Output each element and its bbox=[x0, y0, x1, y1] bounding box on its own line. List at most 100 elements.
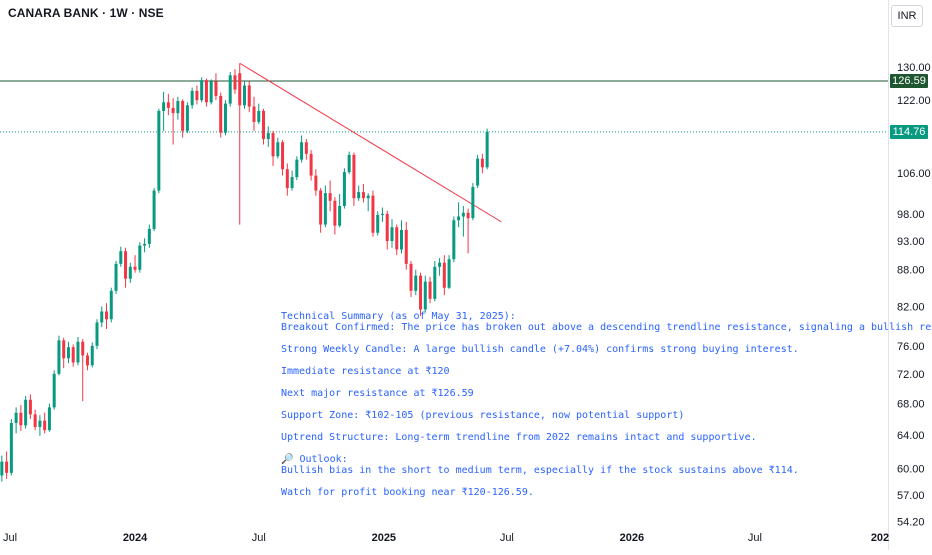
candle bbox=[371, 190, 375, 237]
candle bbox=[200, 77, 204, 103]
candle-body bbox=[338, 205, 342, 226]
candle bbox=[376, 211, 380, 236]
candle bbox=[428, 276, 432, 304]
candle bbox=[295, 156, 299, 181]
candle-body bbox=[242, 85, 246, 106]
price-tick-label: 64.00 bbox=[897, 430, 925, 442]
candle bbox=[109, 287, 113, 323]
descending-trendline[interactable] bbox=[239, 62, 502, 223]
candle bbox=[471, 183, 475, 221]
candle-body bbox=[376, 214, 380, 233]
candle-body bbox=[357, 192, 361, 199]
candle bbox=[219, 92, 223, 138]
candle bbox=[414, 269, 418, 296]
technical-summary-note[interactable]: Technical Summary (as of May 31, 2025): … bbox=[281, 311, 932, 498]
price-tick-label: 98.00 bbox=[897, 209, 925, 221]
candle-body bbox=[124, 251, 128, 279]
candle-body bbox=[147, 228, 151, 244]
candle bbox=[352, 152, 356, 206]
candle bbox=[209, 79, 213, 105]
candle-body bbox=[47, 407, 51, 431]
candle bbox=[76, 337, 80, 366]
candle-body bbox=[19, 412, 23, 426]
candle-body bbox=[166, 102, 170, 108]
candle bbox=[147, 224, 151, 248]
candle bbox=[47, 403, 51, 432]
candle-body bbox=[438, 262, 442, 267]
candle bbox=[176, 96, 180, 120]
candle-body bbox=[461, 212, 465, 217]
candle-body bbox=[390, 227, 394, 242]
time-axis[interactable]: Jul 2024 Jul 2025 Jul 2026 Jul 202 bbox=[3, 532, 889, 544]
candle-body bbox=[285, 169, 289, 189]
candle bbox=[466, 208, 470, 254]
candle-body bbox=[452, 220, 456, 260]
candle-body bbox=[14, 412, 18, 423]
candle-body bbox=[105, 311, 109, 320]
candle bbox=[447, 255, 451, 289]
candle bbox=[214, 73, 218, 101]
candle bbox=[195, 85, 199, 105]
candle bbox=[419, 272, 423, 316]
candle bbox=[124, 247, 128, 288]
candle bbox=[385, 210, 389, 250]
candle-body bbox=[347, 154, 351, 173]
time-tick-label: Jul bbox=[748, 532, 762, 544]
candle-body bbox=[328, 193, 332, 201]
price-tick-label: 130.00 bbox=[897, 62, 931, 74]
candle bbox=[171, 98, 175, 145]
currency-selector[interactable]: INR bbox=[891, 5, 923, 27]
candle-body bbox=[28, 399, 32, 415]
candle bbox=[438, 258, 442, 276]
candle-body bbox=[290, 177, 294, 189]
candle bbox=[333, 197, 337, 235]
candle bbox=[0, 455, 4, 482]
candle-body bbox=[114, 263, 118, 291]
candle-body bbox=[157, 110, 161, 191]
candle-body bbox=[314, 175, 318, 191]
candle-body bbox=[342, 172, 346, 206]
candle bbox=[390, 219, 394, 248]
candle bbox=[276, 137, 280, 159]
trendline-group[interactable] bbox=[239, 62, 502, 223]
candle-body bbox=[323, 193, 327, 225]
candle-body bbox=[276, 142, 280, 157]
candle-body bbox=[300, 142, 304, 160]
candle-body bbox=[100, 311, 104, 323]
candle-body bbox=[43, 420, 47, 431]
price-tick-label: 54.20 bbox=[897, 516, 925, 528]
last-price-tag: 114.76 bbox=[890, 124, 928, 139]
candle-body bbox=[385, 213, 389, 242]
candle bbox=[119, 246, 123, 267]
candle-body bbox=[366, 195, 370, 199]
candle-body bbox=[0, 461, 4, 476]
candle-body bbox=[404, 230, 408, 264]
candle bbox=[290, 170, 294, 191]
symbol-title[interactable]: CANARA BANK · 1W · NSE bbox=[8, 6, 164, 20]
candle bbox=[328, 180, 332, 212]
time-tick-label: Jul bbox=[252, 532, 266, 544]
candle bbox=[181, 99, 185, 138]
candle bbox=[338, 194, 342, 228]
candle-body bbox=[295, 159, 299, 178]
candle bbox=[285, 163, 289, 196]
candle-body bbox=[128, 266, 132, 279]
candle bbox=[257, 103, 261, 125]
candle-body bbox=[266, 133, 270, 140]
candle-body bbox=[66, 347, 70, 359]
candle-body bbox=[252, 106, 256, 122]
candle-body bbox=[133, 266, 137, 270]
summary-immediate-resistance: Immediate resistance at ₹120 bbox=[281, 366, 450, 377]
candle-body bbox=[81, 341, 85, 356]
candle bbox=[14, 407, 18, 434]
candle-body bbox=[109, 290, 113, 320]
price-axis[interactable]: 130.00 122.00 106.00 98.00 93.00 88.00 82.00 76… bbox=[897, 62, 931, 528]
candle bbox=[81, 339, 85, 402]
candle-body bbox=[309, 153, 313, 176]
price-tick-label: 76.00 bbox=[897, 341, 925, 353]
candle-body bbox=[466, 212, 470, 219]
candle bbox=[105, 303, 109, 330]
candle-body bbox=[223, 103, 227, 133]
